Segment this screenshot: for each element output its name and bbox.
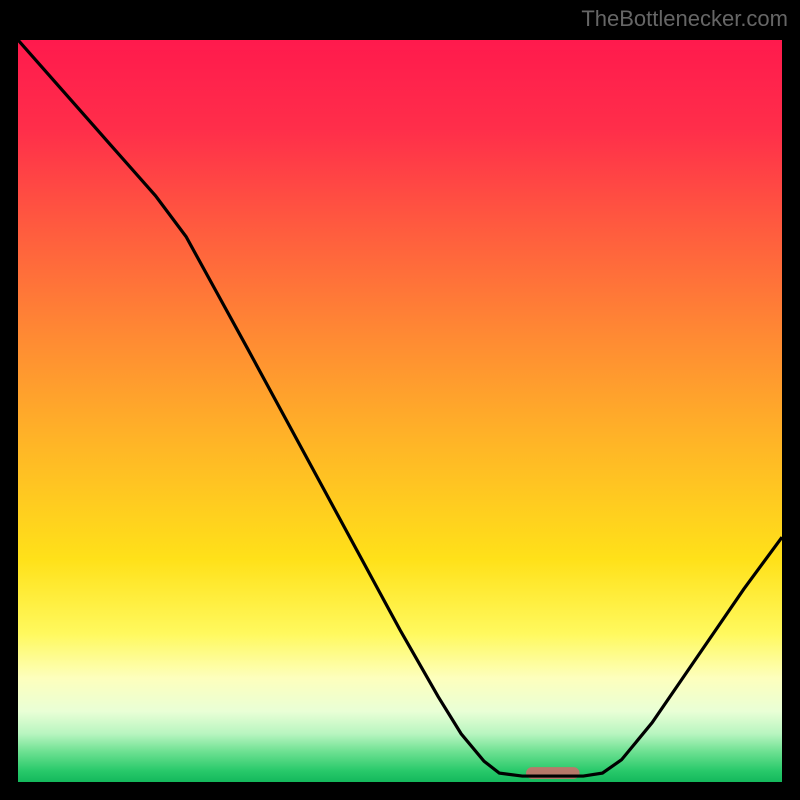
bottleneck-curve — [18, 40, 782, 776]
plot-area — [12, 34, 788, 788]
curve-layer — [18, 40, 782, 782]
watermark-text: TheBottlenecker.com — [581, 6, 788, 32]
